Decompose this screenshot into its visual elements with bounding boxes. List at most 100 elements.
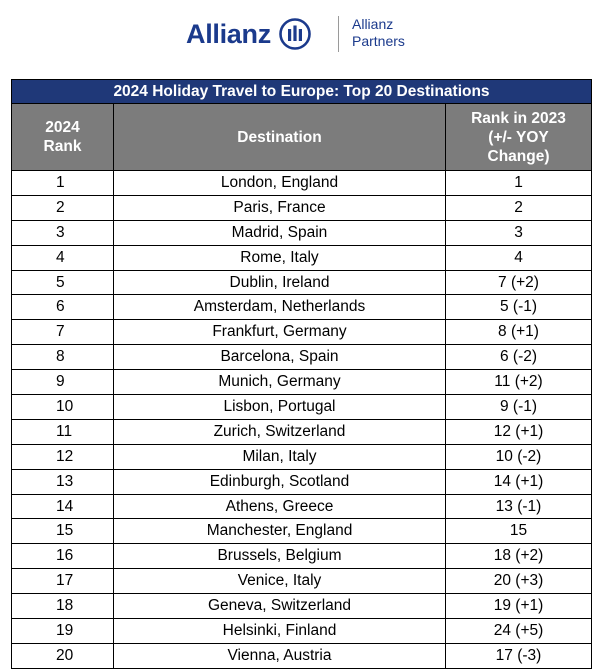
partners-label: Allianz Partners xyxy=(352,16,405,50)
destination-cell: Paris, France xyxy=(113,194,446,221)
header-prev-line-2: (+/- YOY xyxy=(488,128,549,146)
rank-2023-cell: 18 (+2) xyxy=(444,543,593,570)
destination-cell: Rome, Italy xyxy=(113,244,446,271)
rank-2023-cell: 4 xyxy=(444,244,593,271)
table-row: 14 Athens, Greece 13 (-1) xyxy=(11,493,593,520)
rank-2023-cell: 9 (-1) xyxy=(444,394,593,420)
destinations-table: 2024 Holiday Travel to Europe: Top 20 De… xyxy=(10,79,593,669)
rank-cell: 1 xyxy=(11,170,114,196)
table-header-row: 2024 Rank Destination Rank in 2023 (+/- … xyxy=(11,103,593,171)
table-row: 4 Rome, Italy 4 xyxy=(11,244,593,271)
rank-cell: 13 xyxy=(11,468,114,495)
header-destination: Destination xyxy=(113,103,446,171)
table-row: 11 Zurich, Switzerland 12 (+1) xyxy=(11,418,593,445)
table-row: 8 Barcelona, Spain 6 (-2) xyxy=(11,344,593,371)
table-row: 15 Manchester, England 15 xyxy=(11,518,593,545)
destination-cell: Lisbon, Portugal xyxy=(113,394,446,420)
destination-cell: Madrid, Spain xyxy=(113,219,446,246)
table-row: 6 Amsterdam, Netherlands 5 (-1) xyxy=(11,294,593,321)
table-row: 20 Vienna, Austria 17 (-3) xyxy=(11,642,593,669)
table-row: 18 Geneva, Switzerland 19 (+1) xyxy=(11,593,593,620)
rank-cell: 18 xyxy=(11,593,114,620)
destination-cell: Zurich, Switzerland xyxy=(113,418,446,445)
rank-cell: 5 xyxy=(11,269,114,296)
partners-line-1: Allianz xyxy=(352,16,394,32)
destination-cell: Dublin, Ireland xyxy=(113,269,446,296)
partners-line-2: Partners xyxy=(352,33,405,49)
table-title: 2024 Holiday Travel to Europe: Top 20 De… xyxy=(10,79,593,104)
destination-cell: Helsinki, Finland xyxy=(113,618,446,644)
rank-2023-cell: 10 (-2) xyxy=(444,443,593,470)
rank-cell: 11 xyxy=(11,418,114,445)
rank-2023-cell: 7 (+2) xyxy=(444,269,593,296)
brand-name: Allianz xyxy=(186,18,271,49)
destination-cell: Venice, Italy xyxy=(113,568,446,595)
rank-cell: 6 xyxy=(11,294,114,321)
destination-cell: Edinburgh, Scotland xyxy=(113,468,446,495)
header-2024-rank: 2024 Rank xyxy=(11,103,114,171)
rank-cell: 7 xyxy=(11,319,114,346)
allianz-eagle-icon xyxy=(279,18,311,50)
rank-cell: 4 xyxy=(11,244,114,271)
header-rank-line-1: 2024 xyxy=(45,119,80,136)
table-row: 17 Venice, Italy 20 (+3) xyxy=(11,568,593,595)
table-row: 1 London, England 1 xyxy=(11,170,593,196)
destination-cell: Munich, Germany xyxy=(113,369,446,396)
table-row: 5 Dublin, Ireland 7 (+2) xyxy=(11,269,593,296)
rank-2023-cell: 2 xyxy=(444,194,593,221)
rank-2023-cell: 24 (+5) xyxy=(444,618,593,644)
destination-cell: Vienna, Austria xyxy=(113,642,446,669)
destination-cell: Barcelona, Spain xyxy=(113,344,446,371)
table-row: 2 Paris, France 2 xyxy=(11,194,593,221)
table-row: 12 Milan, Italy 10 (-2) xyxy=(11,443,593,470)
rank-2023-cell: 11 (+2) xyxy=(444,369,593,396)
rank-2023-cell: 8 (+1) xyxy=(444,319,593,346)
rank-cell: 10 xyxy=(11,394,114,420)
table-row: 9 Munich, Germany 11 (+2) xyxy=(11,369,593,396)
rank-cell: 20 xyxy=(11,642,114,669)
rank-2023-cell: 13 (-1) xyxy=(444,493,593,520)
rank-2023-cell: 19 (+1) xyxy=(444,593,593,620)
rank-cell: 9 xyxy=(11,369,114,396)
table-title-row: 2024 Holiday Travel to Europe: Top 20 De… xyxy=(10,79,593,104)
header-rank-line-2: Rank xyxy=(43,138,82,155)
destination-cell: London, England xyxy=(113,170,446,196)
table-row: 3 Madrid, Spain 3 xyxy=(11,219,593,246)
rank-2023-cell: 3 xyxy=(444,219,593,246)
table-row: 13 Edinburgh, Scotland 14 (+1) xyxy=(11,468,593,495)
rank-2023-cell: 14 (+1) xyxy=(444,468,593,495)
destination-cell: Brussels, Belgium xyxy=(113,543,446,570)
rank-cell: 8 xyxy=(11,344,114,371)
destination-cell: Manchester, England xyxy=(113,518,446,545)
rank-cell: 14 xyxy=(11,493,114,520)
destination-cell: Milan, Italy xyxy=(113,443,446,470)
rank-2023-cell: 17 (-3) xyxy=(444,642,593,669)
logo-divider xyxy=(338,16,339,52)
rank-2023-cell: 1 xyxy=(444,170,593,196)
allianz-logo: Allianz xyxy=(186,14,311,54)
rank-cell: 19 xyxy=(11,618,114,644)
rank-2023-cell: 6 (-2) xyxy=(444,344,593,371)
rank-2023-cell: 12 (+1) xyxy=(444,418,593,445)
table-body: 1 London, England 1 2 Paris, France 2 3 Madrid,… xyxy=(11,170,593,669)
table-row: 7 Frankfurt, Germany 8 (+1) xyxy=(11,319,593,346)
destination-cell: Geneva, Switzerland xyxy=(113,593,446,620)
table-row: 10 Lisbon, Portugal 9 (-1) xyxy=(11,394,593,420)
rank-2023-cell: 20 (+3) xyxy=(444,568,593,595)
destination-cell: Amsterdam, Netherlands xyxy=(113,294,446,321)
header-prev-line-1: Rank in 2023 xyxy=(471,109,566,127)
rank-2023-cell: 15 xyxy=(444,518,593,545)
table-row: 16 Brussels, Belgium 18 (+2) xyxy=(11,543,593,570)
header-rank-2023: Rank in 2023 (+/- YOY Change) xyxy=(444,103,593,171)
rank-cell: 3 xyxy=(11,219,114,246)
rank-cell: 12 xyxy=(11,443,114,470)
rank-cell: 16 xyxy=(11,543,114,570)
rank-2023-cell: 5 (-1) xyxy=(444,294,593,321)
rank-cell: 2 xyxy=(11,194,114,221)
destination-cell: Athens, Greece xyxy=(113,493,446,520)
table-row: 19 Helsinki, Finland 24 (+5) xyxy=(11,618,593,644)
rank-cell: 15 xyxy=(11,518,114,545)
logo-header: Allianz Allianz Partners xyxy=(0,0,600,78)
rank-cell: 17 xyxy=(11,568,114,595)
header-prev-line-3: Change) xyxy=(487,147,550,165)
